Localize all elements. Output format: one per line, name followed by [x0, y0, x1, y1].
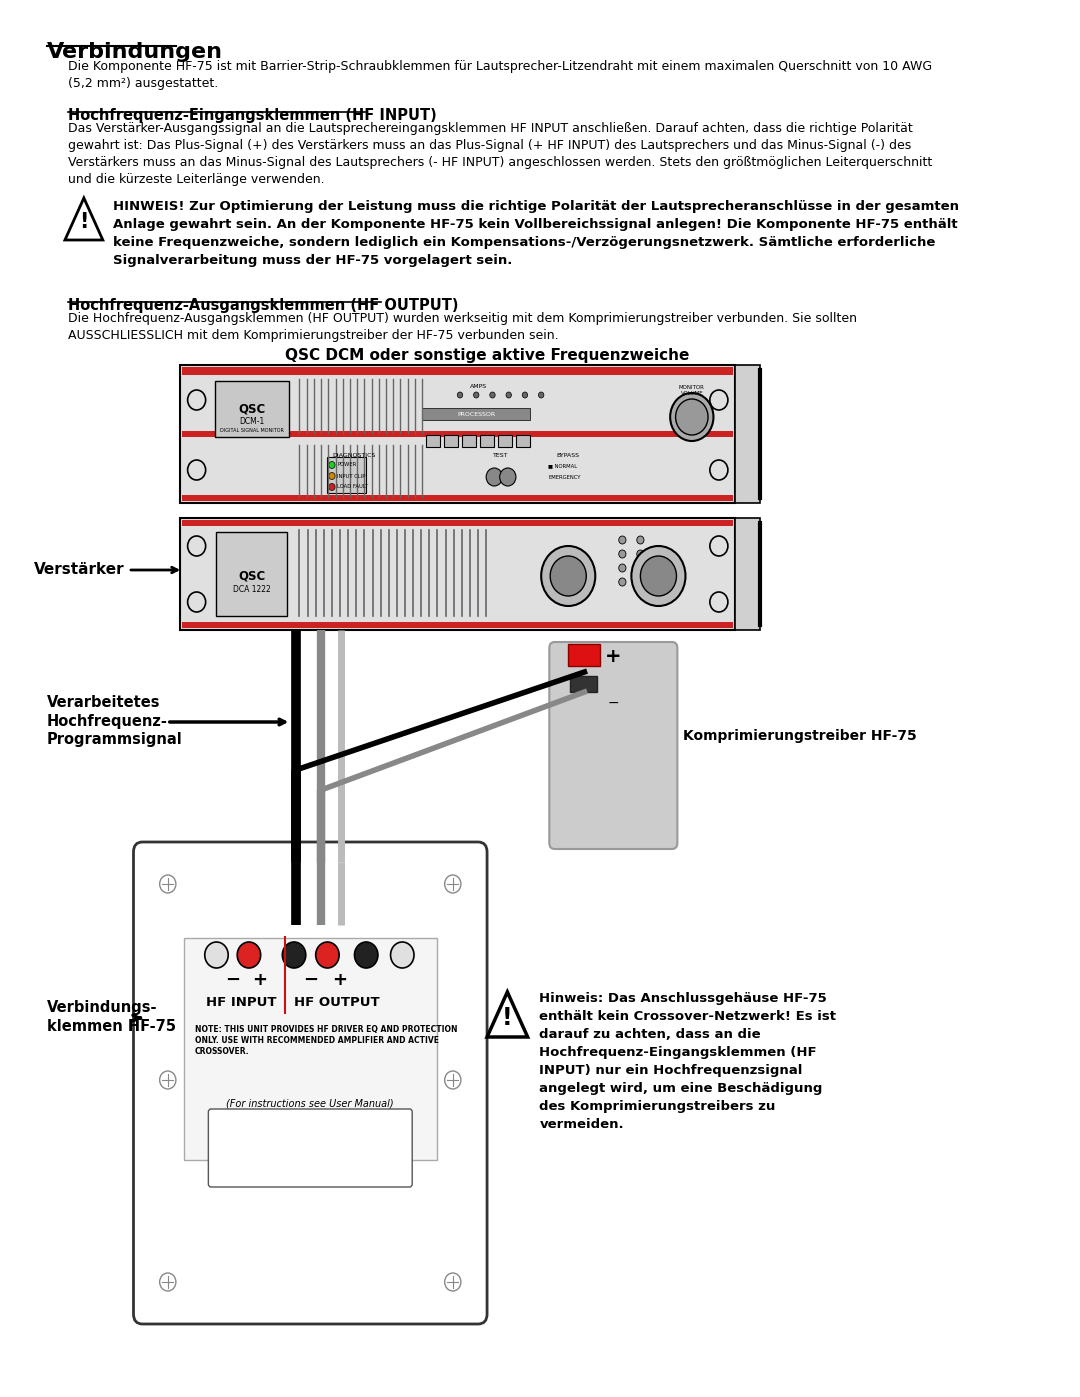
Bar [422, 408, 530, 420]
Circle shape [523, 393, 528, 398]
Circle shape [489, 393, 496, 398]
Bar [516, 434, 530, 447]
FancyBboxPatch shape [184, 937, 436, 1160]
Circle shape [315, 942, 339, 968]
Circle shape [205, 942, 228, 968]
Bar [568, 644, 599, 666]
Circle shape [619, 536, 626, 543]
FancyBboxPatch shape [216, 532, 287, 616]
FancyBboxPatch shape [208, 1109, 413, 1187]
Bar [326, 457, 366, 493]
Circle shape [637, 564, 644, 571]
Text: Die Hochfrequenz-Ausgangsklemmen (HF OUTPUT) wurden werkseitig mit dem Komprimie: Die Hochfrequenz-Ausgangsklemmen (HF OUT… [68, 312, 856, 342]
Text: Hochfrequenz-Ausgangsklemmen (HF OUTPUT): Hochfrequenz-Ausgangsklemmen (HF OUTPUT) [68, 298, 458, 313]
Bar [183, 495, 733, 502]
Circle shape [637, 536, 644, 543]
Circle shape [671, 393, 714, 441]
Text: Verstärker: Verstärker [33, 563, 124, 577]
Circle shape [640, 556, 676, 597]
Text: QSC DCM oder sonstige aktive Frequenzweiche: QSC DCM oder sonstige aktive Frequenzwei… [285, 348, 689, 363]
Text: DCA 1222: DCA 1222 [233, 585, 270, 595]
Bar [480, 434, 495, 447]
Text: !: ! [502, 1006, 513, 1030]
Text: INPUT CLIP: INPUT CLIP [337, 474, 366, 479]
Text: QSC: QSC [238, 402, 266, 415]
FancyBboxPatch shape [180, 518, 735, 630]
Bar [183, 432, 733, 437]
Text: QSC: QSC [238, 570, 266, 583]
Circle shape [619, 550, 626, 557]
Bar [426, 434, 441, 447]
Circle shape [328, 461, 335, 468]
Circle shape [541, 546, 595, 606]
Text: Komprimierungstreiber HF-75: Komprimierungstreiber HF-75 [683, 729, 917, 743]
Circle shape [637, 578, 644, 585]
Circle shape [637, 550, 644, 557]
Text: Hinweis: Das Anschlussgehäuse HF-75
enthält kein Crossover-Netzwerk! Es ist
dara: Hinweis: Das Anschlussgehäuse HF-75 enth… [539, 992, 836, 1132]
Bar [183, 520, 733, 527]
Bar [183, 622, 733, 629]
Bar [570, 676, 597, 692]
Text: +: + [253, 971, 267, 989]
Text: EMERGENCY: EMERGENCY [549, 475, 581, 481]
Text: DCM-1: DCM-1 [239, 416, 265, 426]
Text: −: − [225, 971, 240, 989]
Text: +: + [332, 971, 347, 989]
Text: −: − [608, 696, 619, 710]
Circle shape [238, 942, 260, 968]
Text: HINWEIS! Zur Optimierung der Leistung muss die richtige Polarität der Lautsprech: HINWEIS! Zur Optimierung der Leistung mu… [112, 200, 959, 267]
Text: DIGITAL SIGNAL MONITOR: DIGITAL SIGNAL MONITOR [219, 429, 284, 433]
Bar [444, 434, 458, 447]
Text: +: + [605, 647, 622, 665]
Circle shape [500, 468, 516, 486]
Text: HF INPUT: HF INPUT [206, 996, 276, 1010]
Text: NOTE: THIS UNIT PROVIDES HF DRIVER EQ AND PROTECTION
ONLY. USE WITH RECOMMENDED : NOTE: THIS UNIT PROVIDES HF DRIVER EQ AN… [194, 1025, 457, 1056]
Text: MONITOR
VOLUME: MONITOR VOLUME [679, 386, 705, 395]
Bar [462, 434, 476, 447]
Text: Verbindungs-
klemmen HF-75: Verbindungs- klemmen HF-75 [46, 1000, 176, 1034]
Text: ■ NORMAL: ■ NORMAL [549, 462, 578, 468]
FancyBboxPatch shape [215, 381, 288, 437]
Text: POWER: POWER [337, 462, 356, 468]
Text: LOAD FAULT: LOAD FAULT [337, 485, 368, 489]
Text: Verarbeitetes
Hochfrequenz-
Programmsignal: Verarbeitetes Hochfrequenz- Programmsign… [46, 694, 183, 747]
Text: TEST: TEST [492, 453, 509, 458]
Text: HF OUTPUT: HF OUTPUT [294, 996, 379, 1010]
Circle shape [328, 472, 335, 479]
Circle shape [486, 468, 502, 486]
Text: Hochfrequenz-Eingangsklemmen (HF INPUT): Hochfrequenz-Eingangsklemmen (HF INPUT) [68, 108, 436, 123]
Text: Die Komponente HF-75 ist mit Barrier-Strip-Schraubklemmen für Lautsprecher-Litze: Die Komponente HF-75 ist mit Barrier-Str… [68, 60, 932, 89]
Text: PROCESSOR: PROCESSOR [457, 412, 496, 416]
Circle shape [632, 546, 686, 606]
Text: Verbindungen: Verbindungen [46, 42, 222, 61]
Circle shape [550, 556, 586, 597]
Circle shape [507, 393, 512, 398]
Text: −: − [302, 971, 318, 989]
Text: Das Verstärker-Ausgangssignal an die Lautsprechereingangsklemmen HF INPUT anschl: Das Verstärker-Ausgangssignal an die Lau… [68, 122, 932, 186]
Text: DIAGNOSTICS: DIAGNOSTICS [332, 453, 375, 458]
Text: AMPS: AMPS [470, 384, 487, 390]
Circle shape [539, 393, 544, 398]
FancyBboxPatch shape [180, 365, 735, 503]
Circle shape [282, 942, 306, 968]
Text: !: ! [79, 212, 89, 232]
Text: BYPASS: BYPASS [556, 453, 580, 458]
Circle shape [391, 942, 414, 968]
Circle shape [328, 483, 335, 490]
FancyBboxPatch shape [550, 643, 677, 849]
Circle shape [473, 393, 478, 398]
Bar [183, 367, 733, 374]
Circle shape [354, 942, 378, 968]
Bar [498, 434, 512, 447]
Text: (For instructions see User Manual): (For instructions see User Manual) [227, 1098, 394, 1108]
FancyBboxPatch shape [134, 842, 487, 1324]
Circle shape [457, 393, 462, 398]
Circle shape [676, 400, 708, 434]
Bar [735, 518, 760, 630]
Circle shape [619, 578, 626, 585]
Circle shape [619, 564, 626, 571]
Bar [735, 365, 760, 503]
